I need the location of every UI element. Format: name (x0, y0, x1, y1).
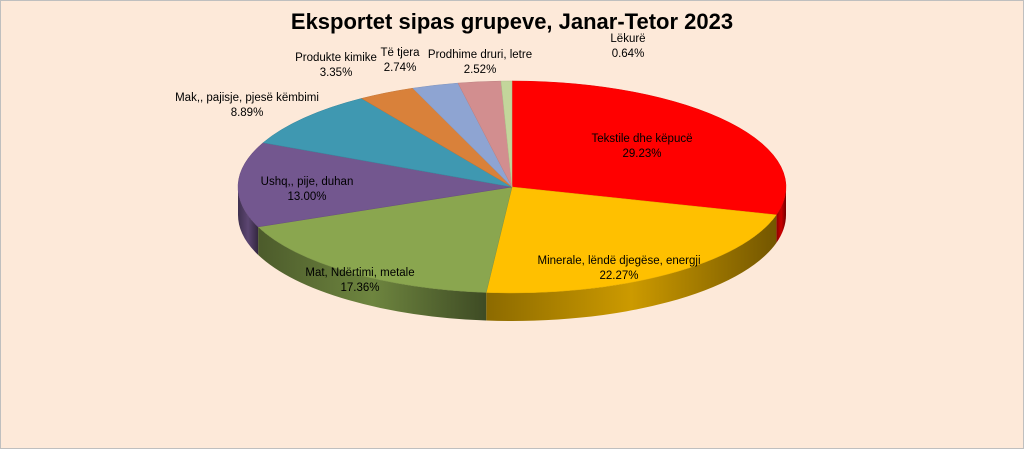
pie-side-2 (258, 226, 487, 321)
pie-side-0 (776, 187, 786, 243)
slice-label-name-3: Ushq,, pije, duhan (261, 176, 354, 188)
slice-label-name-0: Tekstile dhe këpucë (591, 133, 692, 145)
data-labels: Tekstile dhe këpucë 29.23% Minerale, lëndë… (175, 33, 700, 294)
slice-label-value-8: 0.64% (612, 48, 645, 60)
slice-label-value-0: 29.23% (622, 148, 661, 160)
pie-slice-8 (500, 80, 513, 188)
chart-title: Eksportet sipas grupeve, Janar-Tetor 202… (290, 9, 734, 34)
pie-side-group (238, 187, 786, 321)
slice-label-name-5: Produkte kimike (295, 52, 377, 64)
slice-label-value-7: 2.52% (464, 64, 497, 76)
slice-label-name-6: Të tjera (381, 47, 421, 59)
slice-label-value-6: 2.74% (384, 62, 417, 74)
slice-label-name-8: Lëkurë (610, 33, 645, 45)
pie-slice-3 (237, 142, 513, 228)
pie-slice-0 (511, 80, 787, 216)
slice-label-value-5: 3.35% (320, 67, 353, 79)
pie-top-group (237, 80, 787, 294)
pie-slice-2 (257, 186, 513, 293)
slice-label-value-4: 8.89% (231, 107, 264, 119)
pie-side-1 (486, 214, 777, 321)
slice-label-name-4: Mak,, pajisje, pjesë këmbimi (175, 92, 319, 104)
slice-label-value-3: 13.00% (287, 191, 326, 203)
slice-label-value-2: 17.36% (340, 282, 379, 294)
slice-label-name-1: Minerale, lëndë djegëse, energji (537, 255, 700, 267)
slice-label-value-1: 22.27% (599, 270, 638, 282)
pie-side-3 (238, 187, 259, 255)
pie-slice-4 (262, 98, 513, 188)
pie-slice-1 (485, 186, 777, 294)
slice-label-name-2: Mat, Ndërtimi, metale (305, 267, 414, 279)
slice-label-name-7: Prodhime druri, letre (428, 49, 532, 61)
